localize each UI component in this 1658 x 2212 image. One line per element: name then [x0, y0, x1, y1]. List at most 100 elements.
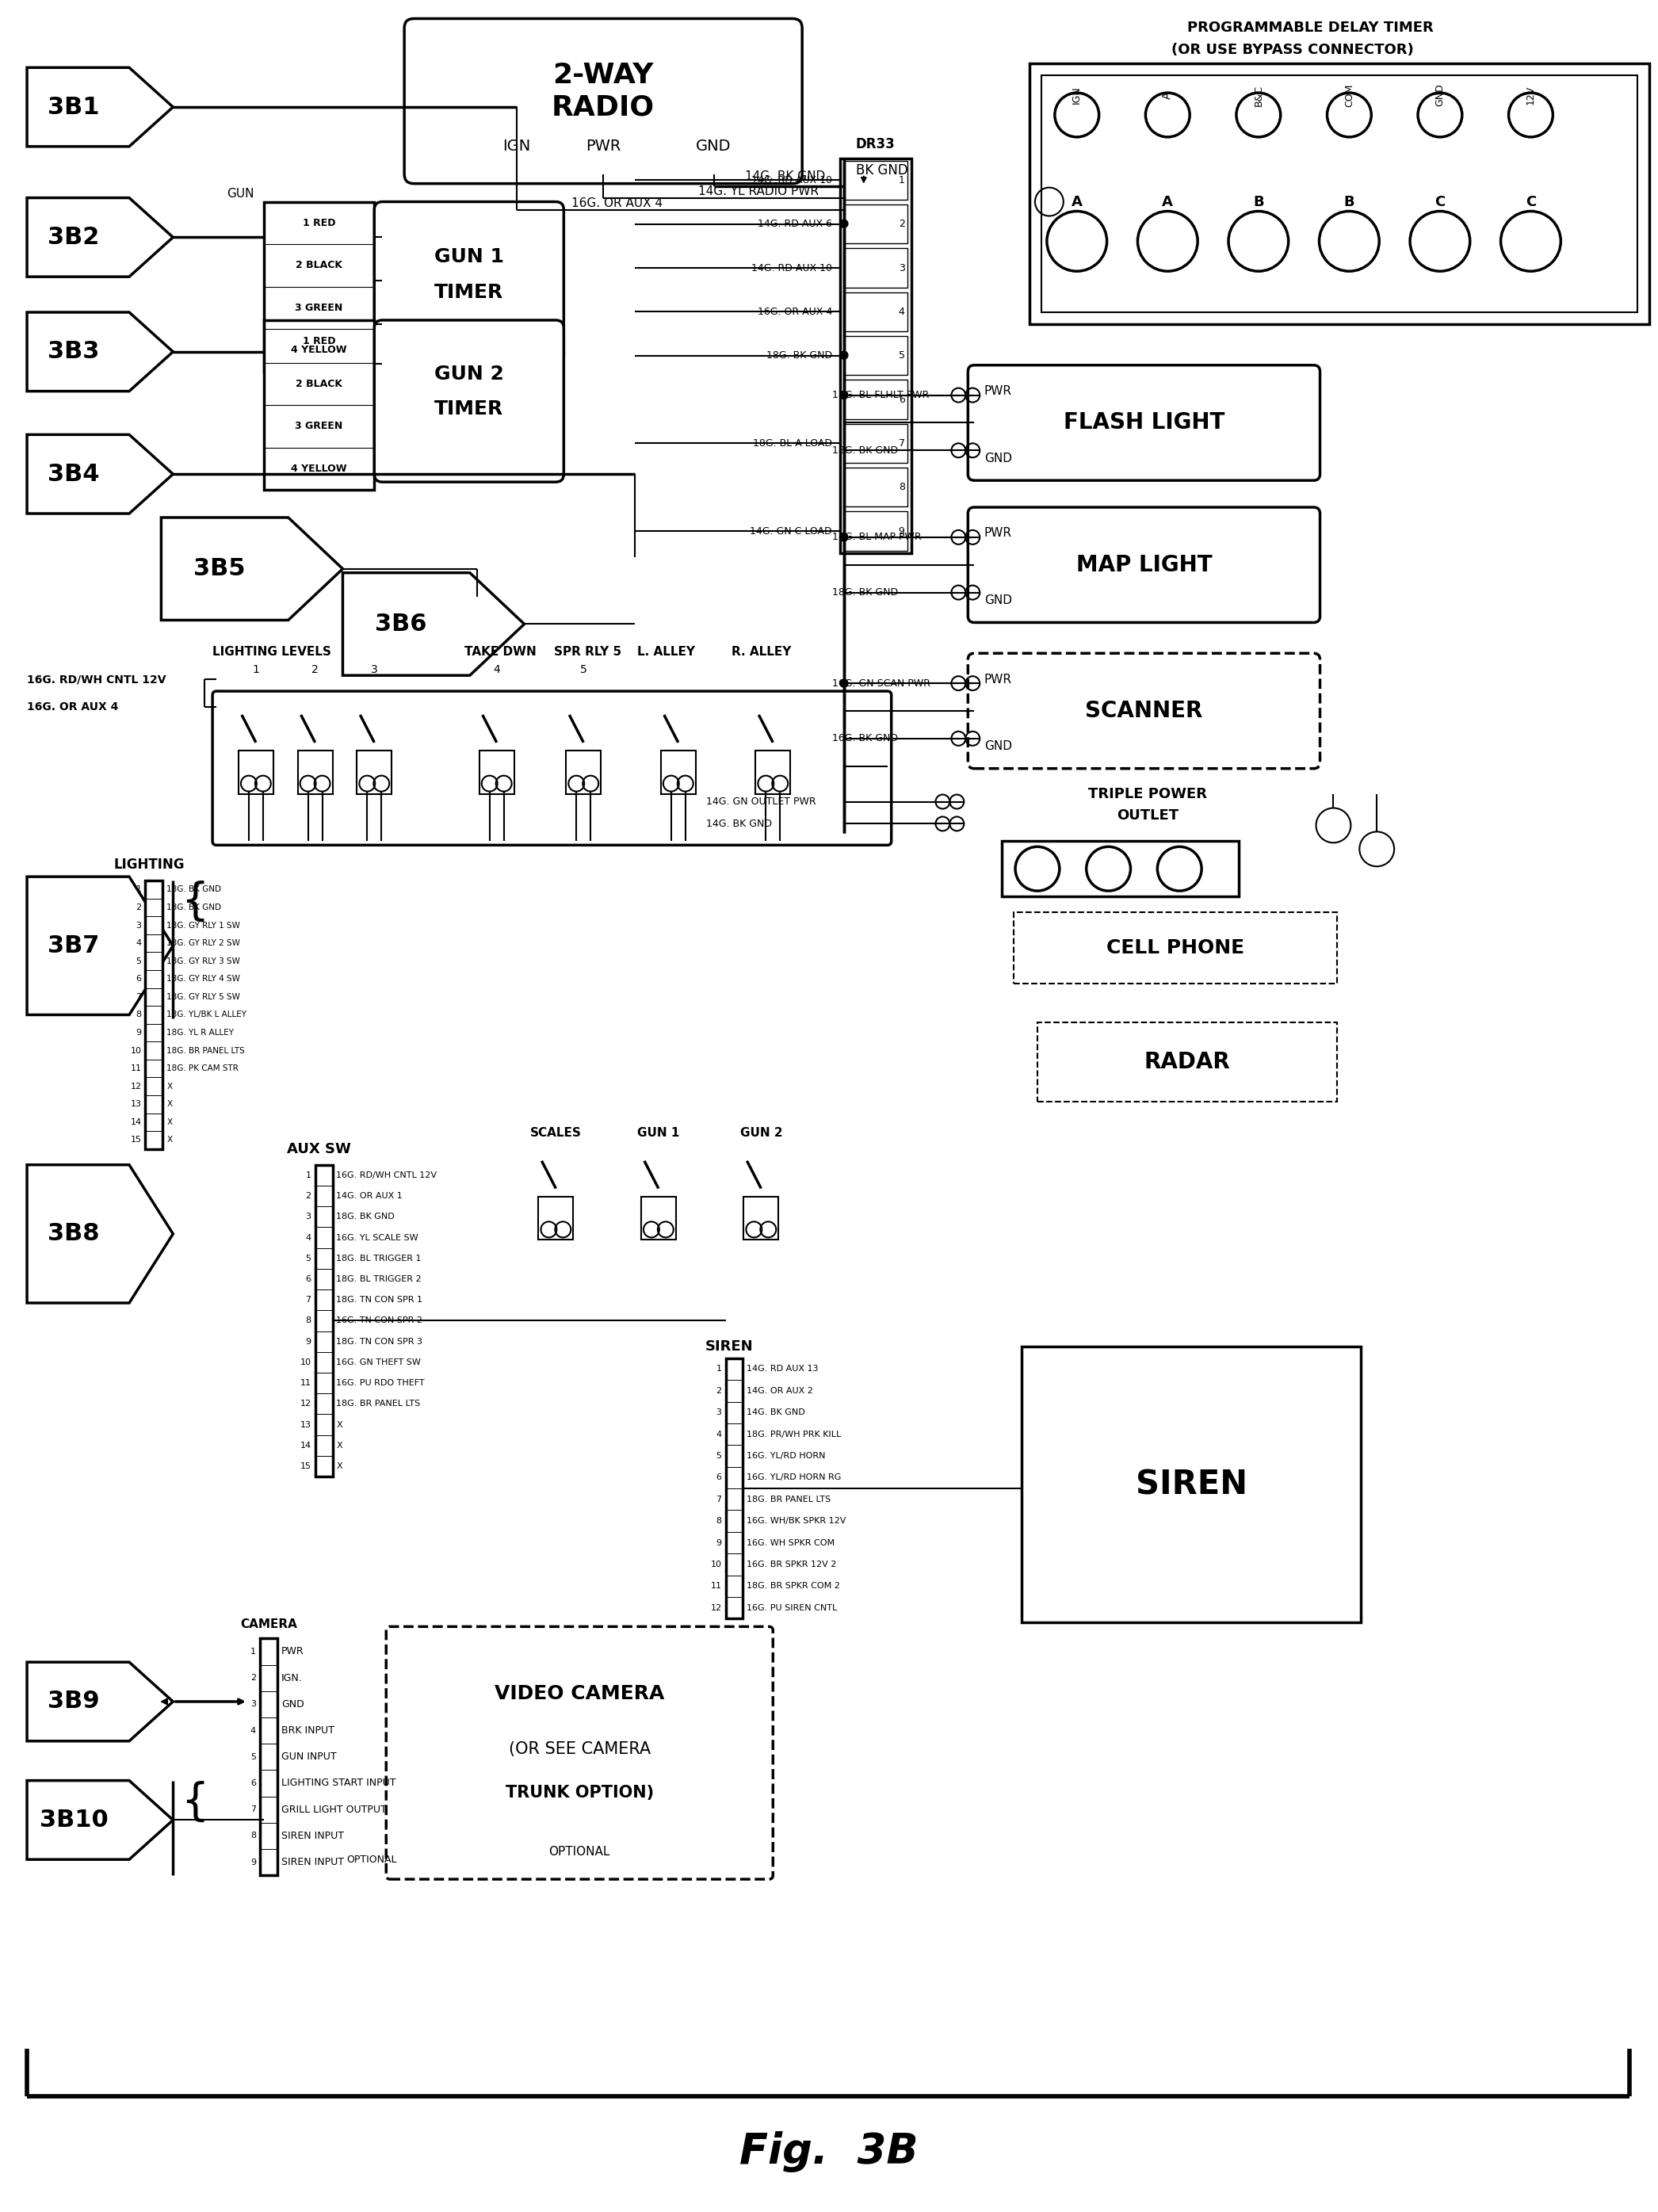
Text: 10: 10 [300, 1358, 312, 1367]
Text: 18G. PR/WH PRK KILL: 18G. PR/WH PRK KILL [746, 1431, 841, 1438]
Text: 18G. BK GND: 18G. BK GND [167, 902, 222, 911]
Text: 3B4: 3B4 [48, 462, 99, 487]
Circle shape [841, 679, 847, 688]
Text: 5: 5 [716, 1451, 721, 1460]
Text: 4: 4 [250, 1728, 255, 1734]
Text: 18G. BR SPKR COM 2: 18G. BR SPKR COM 2 [746, 1582, 841, 1590]
Text: 15: 15 [300, 1462, 312, 1471]
Text: SCALES: SCALES [531, 1128, 582, 1139]
Text: 10: 10 [131, 1046, 141, 1055]
Bar [356, 750, 391, 794]
Text: 18G. BK GND: 18G. BK GND [832, 445, 899, 456]
Text: L. ALLEY: L. ALLEY [637, 646, 695, 657]
Text: 12: 12 [710, 1604, 721, 1613]
Bar [662, 750, 696, 794]
Text: 3: 3 [371, 664, 378, 675]
Text: GUN 1: GUN 1 [434, 248, 504, 265]
Text: 2: 2 [250, 1674, 255, 1681]
Text: 5: 5 [899, 349, 905, 361]
Bar [264, 201, 375, 372]
Text: 1: 1 [250, 1648, 255, 1655]
Text: 14G. OR AUX 2: 14G. OR AUX 2 [746, 1387, 814, 1396]
Text: PWR: PWR [282, 1646, 303, 1657]
Text: 3B8: 3B8 [48, 1223, 99, 1245]
Text: GRILL LIGHT OUTPUT: GRILL LIGHT OUTPUT [282, 1805, 386, 1814]
Circle shape [841, 219, 847, 228]
Bar [844, 380, 907, 418]
Text: 7: 7 [136, 993, 141, 1000]
Text: 3: 3 [250, 1701, 255, 1708]
Text: 15: 15 [131, 1137, 141, 1144]
Text: (OR USE BYPASS CONNECTOR): (OR USE BYPASS CONNECTOR) [1172, 42, 1414, 58]
Bar [539, 1197, 574, 1239]
Text: 3B5: 3B5 [194, 557, 245, 580]
Bar [844, 161, 907, 199]
Text: 3B7: 3B7 [48, 933, 99, 958]
Text: 4: 4 [136, 940, 141, 947]
Text: A: A [1162, 195, 1174, 208]
Text: 13: 13 [131, 1099, 141, 1108]
Text: 12: 12 [131, 1082, 141, 1091]
Text: 18G. TN CON SPR 3: 18G. TN CON SPR 3 [337, 1338, 423, 1345]
FancyBboxPatch shape [386, 1626, 773, 1880]
Text: GND: GND [696, 139, 731, 155]
Text: 4: 4 [305, 1234, 312, 1241]
Text: 14: 14 [131, 1119, 141, 1126]
Text: A: A [1071, 195, 1083, 208]
Text: 1: 1 [899, 175, 905, 186]
Text: 16G. PU RDO THEFT: 16G. PU RDO THEFT [337, 1378, 424, 1387]
Text: 14G. GN C LOAD: 14G. GN C LOAD [749, 526, 832, 535]
Text: A: A [1162, 91, 1174, 100]
Text: 9: 9 [716, 1540, 721, 1546]
Text: 18G. BL FLHLT PWR: 18G. BL FLHLT PWR [832, 389, 928, 400]
Text: 7: 7 [250, 1805, 255, 1814]
Text: GUN 2: GUN 2 [434, 365, 504, 383]
Text: 5: 5 [305, 1254, 312, 1263]
Text: 18G. BL MAP PWR: 18G. BL MAP PWR [832, 533, 922, 542]
Text: C: C [1434, 195, 1446, 208]
Text: X: X [167, 1137, 172, 1144]
Text: GUN 2: GUN 2 [739, 1128, 783, 1139]
Text: 18G. PK CAM STR: 18G. PK CAM STR [167, 1064, 239, 1073]
FancyBboxPatch shape [968, 507, 1320, 622]
Text: 6: 6 [305, 1274, 312, 1283]
Text: AUX SW: AUX SW [287, 1141, 351, 1157]
Text: 16G. OR AUX 4: 16G. OR AUX 4 [572, 197, 663, 210]
FancyBboxPatch shape [212, 690, 892, 845]
Text: 18G. BR PANEL LTS: 18G. BR PANEL LTS [337, 1400, 421, 1407]
Text: SCANNER: SCANNER [1086, 699, 1202, 721]
Text: IGN.: IGN. [282, 1672, 302, 1683]
Text: 3B1: 3B1 [48, 95, 99, 119]
Bar [844, 248, 907, 288]
Bar [1013, 911, 1338, 984]
Text: VIDEO CAMERA: VIDEO CAMERA [494, 1683, 665, 1703]
Text: 12: 12 [300, 1400, 312, 1407]
Text: 16G. YL/RD HORN: 16G. YL/RD HORN [746, 1451, 826, 1460]
Text: 9: 9 [136, 1029, 141, 1037]
FancyBboxPatch shape [375, 321, 564, 482]
Text: 18G. GY RLY 4 SW: 18G. GY RLY 4 SW [167, 975, 240, 982]
Circle shape [841, 352, 847, 358]
Text: 18G. GY RLY 3 SW: 18G. GY RLY 3 SW [167, 958, 240, 964]
Text: 5: 5 [250, 1752, 255, 1761]
Text: 14G. RD AUX 6: 14G. RD AUX 6 [758, 219, 832, 230]
Text: X: X [337, 1442, 343, 1449]
Text: TAKE DWN: TAKE DWN [464, 646, 537, 657]
Text: TRUNK OPTION): TRUNK OPTION) [506, 1785, 653, 1801]
Text: X: X [167, 1099, 172, 1108]
Text: GND: GND [985, 741, 1011, 752]
Text: 16G. TN CON SPR 2: 16G. TN CON SPR 2 [337, 1316, 423, 1325]
Text: PWR: PWR [985, 526, 1011, 540]
Text: 3 GREEN: 3 GREEN [295, 420, 343, 431]
Text: SIREN INPUT: SIREN INPUT [282, 1856, 343, 1867]
Bar [1030, 64, 1650, 325]
Bar [844, 467, 907, 507]
Circle shape [841, 533, 847, 542]
Text: 14G. OR AUX 1: 14G. OR AUX 1 [337, 1192, 403, 1199]
Bar [844, 336, 907, 376]
Text: PWR: PWR [985, 672, 1011, 686]
Text: {: { [181, 1781, 209, 1823]
Text: 6: 6 [136, 975, 141, 982]
Text: X: X [337, 1462, 343, 1471]
Text: 2 BLACK: 2 BLACK [295, 261, 343, 270]
